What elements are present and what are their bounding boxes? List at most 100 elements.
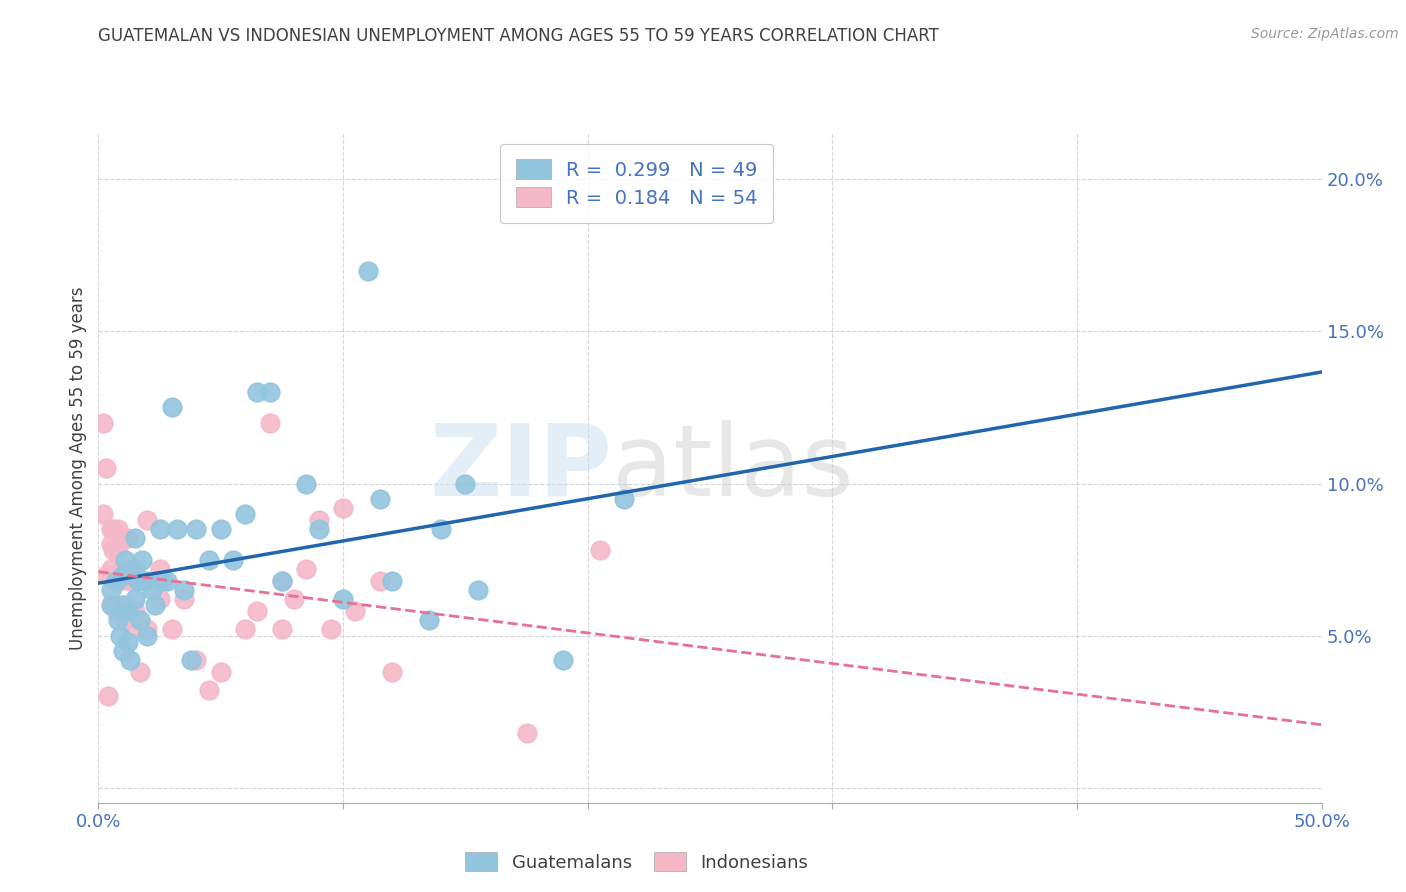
Point bbox=[186, 653, 208, 667]
Point bbox=[107, 522, 129, 536]
Point bbox=[110, 604, 132, 618]
Point bbox=[100, 522, 122, 536]
Point bbox=[114, 531, 136, 545]
Point bbox=[111, 598, 134, 612]
Text: atlas: atlas bbox=[612, 420, 853, 516]
Point bbox=[124, 531, 146, 545]
Point bbox=[107, 613, 129, 627]
Point bbox=[149, 592, 172, 607]
Point bbox=[197, 683, 219, 698]
Point bbox=[134, 574, 156, 588]
Point bbox=[149, 562, 172, 576]
Point bbox=[283, 592, 305, 607]
Point bbox=[111, 644, 134, 658]
Point bbox=[117, 604, 139, 618]
Point bbox=[156, 574, 179, 588]
Point bbox=[222, 552, 245, 566]
Point bbox=[308, 513, 330, 527]
Point bbox=[173, 582, 195, 597]
Point bbox=[259, 385, 281, 400]
Point bbox=[180, 653, 202, 667]
Point bbox=[332, 592, 354, 607]
Point bbox=[117, 634, 139, 648]
Point bbox=[100, 562, 122, 576]
Point bbox=[418, 613, 440, 627]
Point bbox=[117, 531, 139, 545]
Point bbox=[94, 567, 117, 582]
Point bbox=[110, 628, 132, 642]
Point bbox=[332, 500, 354, 515]
Point bbox=[467, 582, 489, 597]
Point bbox=[136, 574, 159, 588]
Point bbox=[114, 613, 136, 627]
Point bbox=[131, 552, 153, 566]
Point bbox=[270, 574, 294, 588]
Point bbox=[120, 574, 142, 588]
Point bbox=[100, 598, 122, 612]
Point bbox=[381, 574, 404, 588]
Point bbox=[319, 623, 342, 637]
Point bbox=[141, 582, 163, 597]
Point bbox=[136, 628, 159, 642]
Point bbox=[246, 604, 269, 618]
Point bbox=[246, 385, 269, 400]
Point bbox=[589, 543, 612, 558]
Point bbox=[120, 653, 142, 667]
Point bbox=[120, 623, 142, 637]
Point bbox=[97, 690, 120, 704]
Point bbox=[129, 613, 152, 627]
Point bbox=[111, 531, 134, 545]
Point bbox=[160, 623, 183, 637]
Point bbox=[114, 552, 136, 566]
Y-axis label: Unemployment Among Ages 55 to 59 years: Unemployment Among Ages 55 to 59 years bbox=[69, 286, 87, 650]
Point bbox=[127, 574, 149, 588]
Point bbox=[430, 522, 453, 536]
Point bbox=[186, 522, 208, 536]
Legend: Guatemalans, Indonesians: Guatemalans, Indonesians bbox=[456, 843, 817, 880]
Text: GUATEMALAN VS INDONESIAN UNEMPLOYMENT AMONG AGES 55 TO 59 YEARS CORRELATION CHAR: GUATEMALAN VS INDONESIAN UNEMPLOYMENT AM… bbox=[98, 27, 939, 45]
Point bbox=[308, 522, 330, 536]
Point bbox=[368, 491, 391, 506]
Point bbox=[209, 522, 232, 536]
Point bbox=[124, 592, 146, 607]
Point bbox=[515, 726, 537, 740]
Point bbox=[124, 562, 146, 576]
Point bbox=[381, 665, 404, 679]
Point bbox=[149, 522, 172, 536]
Point bbox=[129, 665, 152, 679]
Point bbox=[111, 598, 134, 612]
Point bbox=[166, 522, 188, 536]
Point bbox=[233, 507, 256, 521]
Point bbox=[613, 491, 636, 506]
Point bbox=[104, 604, 127, 618]
Point bbox=[454, 476, 477, 491]
Point bbox=[136, 623, 159, 637]
Point bbox=[124, 574, 146, 588]
Point bbox=[100, 582, 122, 597]
Point bbox=[107, 543, 129, 558]
Point bbox=[356, 263, 378, 277]
Point bbox=[368, 574, 391, 588]
Point bbox=[117, 562, 139, 576]
Point bbox=[344, 604, 367, 618]
Point bbox=[111, 567, 134, 582]
Point bbox=[160, 401, 183, 415]
Point bbox=[143, 598, 166, 612]
Point bbox=[295, 562, 318, 576]
Point bbox=[104, 567, 127, 582]
Point bbox=[233, 623, 256, 637]
Point bbox=[100, 598, 122, 612]
Point bbox=[136, 513, 159, 527]
Point bbox=[110, 574, 132, 588]
Point bbox=[91, 507, 114, 521]
Point bbox=[104, 574, 127, 588]
Point bbox=[295, 476, 318, 491]
Point bbox=[124, 604, 146, 618]
Point bbox=[270, 574, 294, 588]
Point bbox=[91, 416, 114, 430]
Point bbox=[173, 592, 195, 607]
Point bbox=[553, 653, 575, 667]
Point bbox=[270, 623, 294, 637]
Text: ZIP: ZIP bbox=[429, 420, 612, 516]
Point bbox=[209, 665, 232, 679]
